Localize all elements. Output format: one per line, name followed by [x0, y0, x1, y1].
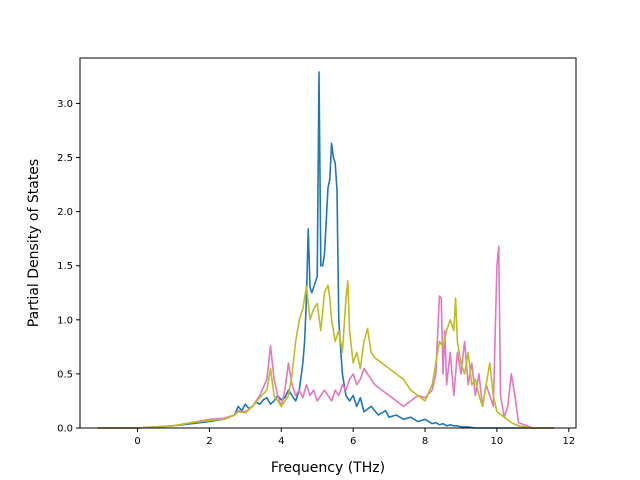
x-tick-label: 8	[422, 436, 428, 447]
x-tick-label: 0	[134, 436, 140, 447]
y-tick-label: 2.0	[57, 207, 73, 218]
ticks-layer: 0 2 4 6 8 10 12 0.0 0.5 1.0 1.5 2.0 2.5 3.0	[57, 99, 575, 447]
series-line-2	[97, 245, 555, 429]
x-tick-label: 12	[562, 436, 575, 447]
y-tick-label: 1.0	[57, 315, 73, 326]
y-tick-label: 0.0	[57, 424, 73, 435]
y-axis-label: Partial Density of States	[26, 159, 42, 327]
x-tick-label: 6	[350, 436, 356, 447]
y-tick-label: 1.5	[57, 261, 73, 272]
y-tick-label: 0.5	[57, 369, 73, 380]
x-tick-label: 10	[491, 436, 504, 447]
x-tick-label: 2	[206, 436, 212, 447]
axes-frame	[79, 57, 577, 429]
series-line-3	[97, 280, 555, 429]
y-tick-label: 2.5	[57, 153, 73, 164]
series-layer	[97, 71, 555, 429]
y-tick-label: 3.0	[57, 99, 73, 110]
x-tick-label: 4	[278, 436, 284, 447]
x-axis-label: Frequency (THz)	[271, 460, 385, 476]
